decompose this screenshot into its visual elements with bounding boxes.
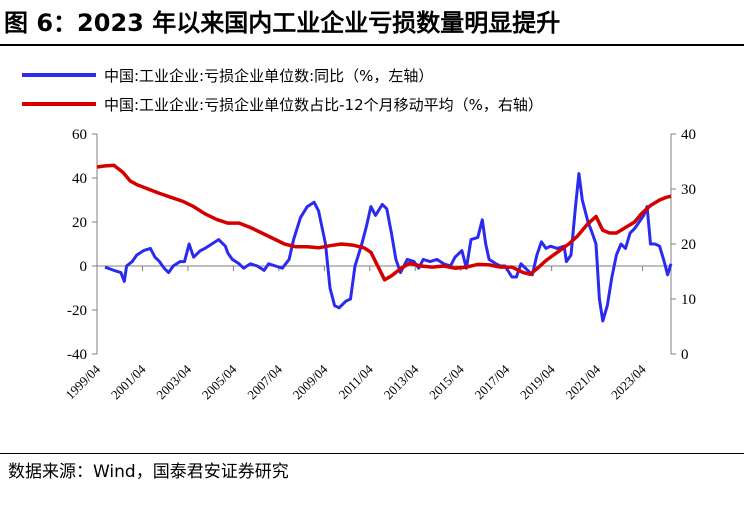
- y-right-tick-label: 30: [681, 182, 696, 198]
- x-tick-label: 2015/04: [426, 361, 467, 402]
- x-tick-label: 2011/04: [336, 361, 377, 402]
- y-right-tick-label: 0: [681, 347, 689, 363]
- x-tick-label: 2019/04: [517, 361, 558, 402]
- y-right-tick-label: 40: [681, 127, 696, 143]
- y-axis-left-ticks: 60 40 20 0 -20 -40: [67, 127, 97, 363]
- x-tick-label: 2023/04: [608, 361, 649, 402]
- y-right-tick-label: 10: [681, 292, 696, 308]
- x-tick-label: 2003/04: [153, 361, 194, 402]
- series-line-share-ma12: [96, 163, 672, 282]
- title-divider: [0, 44, 744, 46]
- x-tick-label: 2001/04: [108, 361, 149, 402]
- x-axis-ticks: 1999/04 2001/04 2003/04 2005/04 2007/04 2009/…: [62, 266, 649, 402]
- y-left-tick-label: 0: [80, 259, 88, 275]
- y-axis-right-ticks: 40 30 20 10 0: [671, 127, 696, 363]
- source-divider: [0, 453, 744, 454]
- legend-label-series-1: 中国:工业企业:亏损企业单位数:同比（%，左轴）: [104, 67, 433, 85]
- x-tick-label: 2007/04: [244, 361, 285, 402]
- source-note: 数据来源：Wind，国泰君安证券研究: [8, 462, 289, 482]
- x-tick-label: 2009/04: [290, 361, 331, 402]
- x-tick-label: 2017/04: [472, 361, 513, 402]
- y-left-tick-label: 40: [72, 171, 87, 187]
- legend: 中国:工业企业:亏损企业单位数:同比（%，左轴） 中国:工业企业:亏损企业单位数…: [22, 67, 543, 114]
- y-right-tick-label: 20: [681, 237, 696, 253]
- y-left-tick-label: -40: [67, 347, 87, 363]
- x-tick-label: 2013/04: [381, 361, 422, 402]
- y-left-tick-label: 60: [72, 127, 87, 143]
- legend-label-series-2: 中国:工业企业:亏损企业单位数占比-12个月移动平均（%，右轴）: [104, 96, 543, 114]
- chart-title: 图 6：2023 年以来国内工业企业亏损数量明显提升: [4, 9, 561, 37]
- x-tick-label: 2005/04: [199, 361, 240, 402]
- series-line-yoy: [104, 172, 673, 323]
- x-tick-label: 1999/04: [62, 361, 103, 402]
- y-left-tick-label: -20: [67, 303, 87, 319]
- line-chart: 中国:工业企业:亏损企业单位数:同比（%，左轴） 中国:工业企业:亏损企业单位数…: [22, 67, 696, 402]
- y-left-tick-label: 20: [72, 215, 87, 231]
- x-tick-label: 2021/04: [562, 361, 603, 402]
